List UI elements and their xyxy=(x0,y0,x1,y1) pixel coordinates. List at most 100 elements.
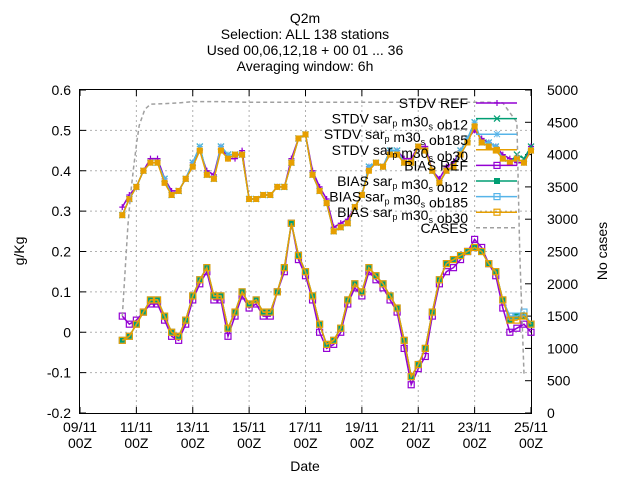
legend-text: ob12 xyxy=(433,179,468,195)
data-point xyxy=(351,204,358,211)
data-point xyxy=(232,151,239,158)
legend-text: STDV sar xyxy=(332,111,393,127)
data-point xyxy=(294,251,303,260)
legend-label: STDV sarp m30s ob12 xyxy=(332,111,469,133)
data-point xyxy=(196,147,203,154)
chart-title: Q2m xyxy=(290,10,320,26)
x-tick-label: 17/11 xyxy=(289,419,323,435)
data-point xyxy=(125,320,133,328)
data-point xyxy=(287,219,296,227)
legend-text: m30 xyxy=(390,129,421,145)
data-point xyxy=(442,260,451,268)
y2-tick-label: 2500 xyxy=(547,244,578,260)
x-tick-label: 25/11 xyxy=(514,419,548,435)
chart-subtitle-1: Selection: ALL 138 stations xyxy=(221,26,389,42)
data-point xyxy=(245,300,253,308)
data-point xyxy=(407,373,415,381)
y2-tick-label: 4000 xyxy=(547,147,578,163)
legend-text: STDV sar xyxy=(324,126,385,142)
legend-subscript: p xyxy=(392,212,397,222)
legend-text: ob12 xyxy=(433,117,468,133)
x-tick-label: 00Z xyxy=(293,435,318,451)
data-point xyxy=(415,143,422,150)
legend-label: STDV REF xyxy=(399,95,468,111)
data-point xyxy=(217,147,224,154)
data-point xyxy=(408,159,415,166)
data-point xyxy=(288,159,295,166)
x-tick-label: 11/11 xyxy=(120,419,153,435)
x-tick-label: 15/11 xyxy=(232,419,266,435)
data-point xyxy=(189,159,197,167)
data-point xyxy=(274,183,281,190)
data-point xyxy=(246,196,253,203)
data-point xyxy=(182,175,189,182)
data-point xyxy=(160,312,169,320)
legend-marker xyxy=(494,146,500,153)
axis-ticks: 09/1100Z11/1100Z13/1100Z15/1100Z17/1100Z… xyxy=(47,82,578,451)
data-point xyxy=(210,292,218,300)
data-point xyxy=(139,308,148,316)
legend-text: STDV REF xyxy=(399,95,468,111)
data-point xyxy=(281,183,288,190)
series-line xyxy=(121,223,532,379)
data-point xyxy=(132,320,140,328)
data-point xyxy=(492,268,500,276)
data-point xyxy=(323,200,330,207)
data-point xyxy=(394,151,401,158)
y2-tick-label: 3500 xyxy=(547,179,578,195)
chart-subtitle-3: Averaging window: 6h xyxy=(237,58,374,74)
legend-subscript: p xyxy=(392,119,397,129)
data-point xyxy=(464,135,471,142)
data-point xyxy=(337,224,344,231)
x-tick-label: 09/11 xyxy=(63,419,97,435)
legend-text: BIAS REF xyxy=(404,157,468,173)
data-point xyxy=(478,139,485,146)
legend-text: m30 xyxy=(390,192,421,208)
data-point xyxy=(513,155,520,162)
legend-subscript: s xyxy=(421,200,426,210)
y-tick-label: 0 xyxy=(63,324,71,340)
data-point xyxy=(485,143,492,150)
data-point xyxy=(344,220,351,227)
legend-label: BIAS sarp m30s ob12 xyxy=(337,173,468,195)
grid xyxy=(80,90,531,413)
data-point xyxy=(231,308,239,316)
data-point xyxy=(506,159,513,166)
data-point xyxy=(527,328,535,336)
series-layer xyxy=(118,100,535,389)
y2-tick-label: 4500 xyxy=(547,114,578,130)
data-point xyxy=(147,159,154,166)
data-point xyxy=(259,308,267,316)
data-point xyxy=(464,139,471,146)
x-tick-label: 00Z xyxy=(463,435,488,451)
x-tick-label: 00Z xyxy=(237,435,262,451)
data-point xyxy=(492,143,500,150)
legend-label: BIAS sarp m30s ob30 xyxy=(337,204,468,226)
legend-marker xyxy=(493,193,501,201)
data-point xyxy=(471,235,479,243)
data-point xyxy=(365,264,373,272)
y-tick-label: -0.1 xyxy=(47,365,71,381)
data-point xyxy=(168,328,176,336)
legend-subscript: s xyxy=(428,215,433,225)
y-tick-label: 0.4 xyxy=(52,163,72,179)
data-point xyxy=(267,191,274,198)
data-point xyxy=(119,204,126,211)
data-point xyxy=(118,336,126,344)
data-point xyxy=(168,191,175,198)
data-point xyxy=(513,324,521,332)
data-point xyxy=(513,312,521,320)
data-point xyxy=(302,131,309,138)
data-point xyxy=(478,247,486,256)
legend-subscript: p xyxy=(385,134,390,144)
data-point xyxy=(224,155,231,162)
data-point xyxy=(196,143,204,150)
data-point xyxy=(189,163,196,170)
legend-subscript: s xyxy=(428,184,433,194)
data-point xyxy=(449,255,458,264)
x-tick-label: 23/11 xyxy=(458,419,492,435)
data-point xyxy=(506,328,514,336)
y2-tick-label: 2000 xyxy=(547,276,578,292)
data-point xyxy=(457,147,464,154)
legend-marker xyxy=(493,208,501,216)
